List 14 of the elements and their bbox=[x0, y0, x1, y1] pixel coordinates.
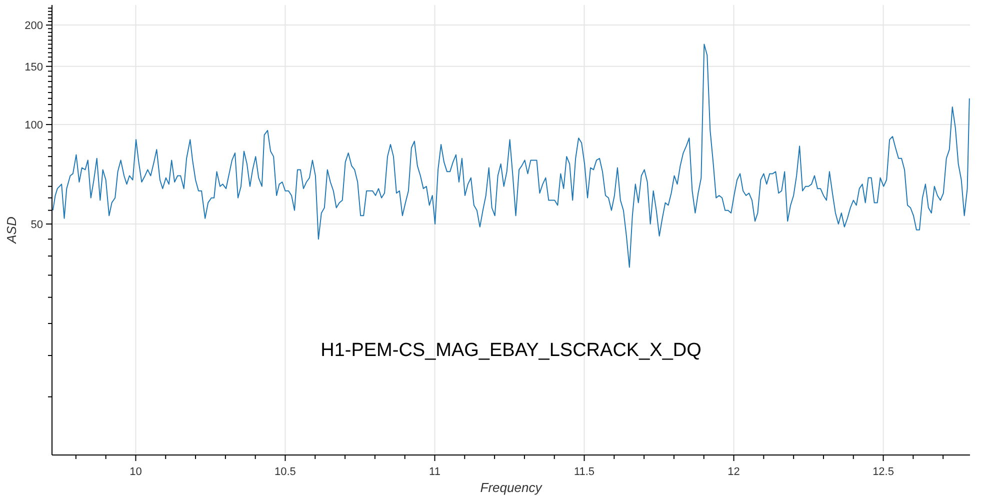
y-tick-label: 100 bbox=[24, 120, 43, 132]
annotation: H1-PEM-CS_MAG_EBAY_LSCRACK_X_DQ bbox=[320, 340, 702, 361]
y-tick-label: 200 bbox=[24, 20, 43, 32]
x-tick-label: 10.5 bbox=[274, 466, 296, 478]
x-tick-label: 12 bbox=[728, 466, 740, 478]
y-axis-title: ASD bbox=[4, 216, 19, 244]
x-tick-label: 11.5 bbox=[574, 466, 595, 478]
x-tick-label: 12.5 bbox=[872, 466, 894, 478]
x-tick-label: 10 bbox=[130, 466, 142, 478]
x-tick-label: 11 bbox=[429, 466, 440, 478]
y-tick-label: 150 bbox=[24, 61, 43, 74]
y-tick-label: 50 bbox=[30, 219, 43, 232]
line-series bbox=[52, 44, 970, 268]
x-axis-title: Frequency bbox=[480, 480, 544, 495]
